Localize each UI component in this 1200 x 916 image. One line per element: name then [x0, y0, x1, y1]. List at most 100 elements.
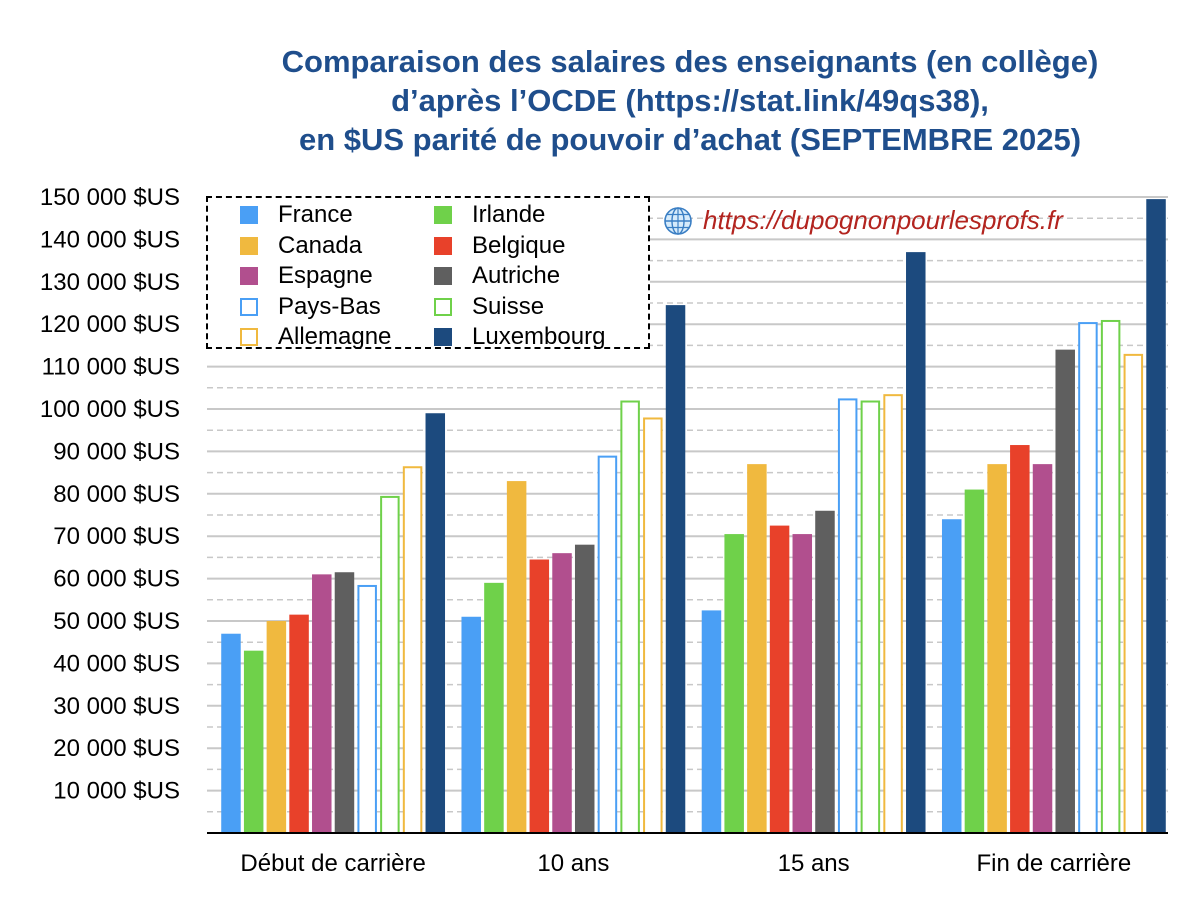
x-axis-categories: Début de carrière 10 ans 15 ans Fin de carr… [240, 850, 1131, 877]
bar [484, 582, 504, 833]
y-tick-label: 100 000 $US [40, 396, 180, 423]
y-tick-label: 110 000 $US [42, 354, 180, 381]
bar [1032, 464, 1053, 833]
legend-swatch [434, 236, 452, 255]
bar [289, 614, 309, 833]
title-line-1: Comparaison des salaires des enseignants… [281, 44, 1099, 79]
legend-item: Canada [240, 232, 362, 260]
legend-label: France [278, 201, 353, 228]
y-tick-label: 40 000 $US [53, 650, 180, 677]
bar [815, 510, 835, 833]
bar [964, 489, 985, 833]
legend-item: Pays-Bas [240, 293, 381, 321]
legend-item: France [240, 201, 353, 229]
bar [747, 464, 767, 833]
bar [552, 553, 572, 833]
bar [574, 544, 595, 833]
y-tick-label: 20 000 $US [53, 735, 180, 762]
bar [665, 305, 686, 833]
title-line-3: en $US parité de pouvoir d’achat (SEPTEM… [298, 122, 1082, 157]
x-category-label: Fin de carrière [977, 850, 1132, 877]
x-category-label: Début de carrière [240, 850, 425, 877]
legend-item: Suisse [434, 293, 544, 321]
bar [701, 610, 722, 833]
legend-swatch [240, 206, 258, 224]
y-tick-label: 10 000 $US [53, 778, 180, 805]
y-tick-label: 60 000 $US [53, 566, 180, 593]
y-tick-label: 30 000 $US [53, 693, 180, 720]
legend-item: Espagne [240, 262, 373, 290]
y-tick-label: 150 000 $US [40, 184, 180, 211]
bar [1146, 199, 1166, 833]
bar [837, 398, 858, 834]
website-url: https://dupognonpourlesprofs.fr [703, 205, 1063, 235]
bar [461, 616, 481, 833]
legend-item: Autriche [434, 262, 560, 290]
bar [425, 413, 446, 833]
legend-label: Autriche [472, 262, 561, 289]
bar [1010, 445, 1030, 833]
y-tick-label: 90 000 $US [53, 438, 180, 465]
legend-swatch [434, 267, 452, 285]
legend-swatch [240, 267, 258, 285]
bar [724, 534, 744, 833]
globe-icon [664, 206, 692, 235]
y-tick-label: 140 000 $US [40, 226, 180, 253]
bar [529, 559, 550, 833]
legend-label: Suisse [472, 292, 545, 320]
bar [221, 633, 241, 833]
bar [1100, 319, 1121, 834]
legend-item: Irlande [434, 201, 545, 229]
bar [312, 574, 332, 833]
bar [987, 464, 1007, 833]
legend-item: Belgique [434, 232, 565, 260]
legend-swatch [434, 206, 452, 224]
chart-title: Comparaison des salaires des enseignants… [140, 42, 1200, 159]
bar [792, 534, 813, 833]
y-tick-label: 70 000 $US [53, 523, 180, 550]
legend-label: Espagne [278, 262, 373, 289]
bar [380, 495, 400, 834]
y-tick-label: 130 000 $US [40, 269, 180, 296]
legend-label: Luxembourg [472, 323, 606, 350]
legend-label: Pays-Bas [278, 292, 381, 320]
bar [1078, 322, 1098, 834]
legend-label: Canada [278, 231, 363, 259]
y-tick-label: 120 000 $US [40, 311, 180, 338]
legend-swatch [240, 297, 258, 316]
legend-label: Irlande [472, 201, 546, 228]
y-tick-label: 80 000 $US [53, 481, 180, 508]
bar [941, 519, 962, 833]
bar [643, 417, 663, 834]
x-category-label: 15 ans [778, 850, 850, 877]
legend-label: Belgique [472, 231, 566, 259]
bar [883, 394, 903, 834]
legend-swatch [240, 328, 258, 346]
bar [334, 572, 355, 833]
legend-swatch [240, 236, 258, 255]
y-axis-ticks: 10 000 $US 20 000 $US 30 000 $US 40 000 $US… [40, 184, 180, 805]
website-watermark: https://dupognonpourlesprofs.fr [663, 205, 1063, 236]
bars [221, 199, 1166, 835]
legend-item: Luxembourg [434, 323, 605, 351]
y-tick-label: 50 000 $US [53, 608, 180, 635]
bar [906, 252, 926, 833]
bar [1055, 349, 1075, 833]
bar [769, 525, 790, 833]
bar [357, 584, 377, 835]
legend-swatch [434, 328, 452, 346]
legend-item: Allemagne [240, 323, 391, 351]
bar [597, 455, 618, 834]
legend-label: Allemagne [278, 323, 392, 350]
bar [860, 400, 881, 834]
bar [506, 481, 527, 833]
bar [1123, 353, 1144, 834]
bar [243, 650, 264, 833]
x-category-label: 10 ans [537, 850, 609, 877]
bar [620, 400, 640, 834]
legend: France Canada Espagne Pays-Bas Allemagne Irla… [206, 196, 650, 351]
bar [266, 621, 287, 833]
title-line-2: d’après l’OCDE (https://stat.link/49qs38… [391, 83, 989, 118]
bar [402, 466, 423, 834]
